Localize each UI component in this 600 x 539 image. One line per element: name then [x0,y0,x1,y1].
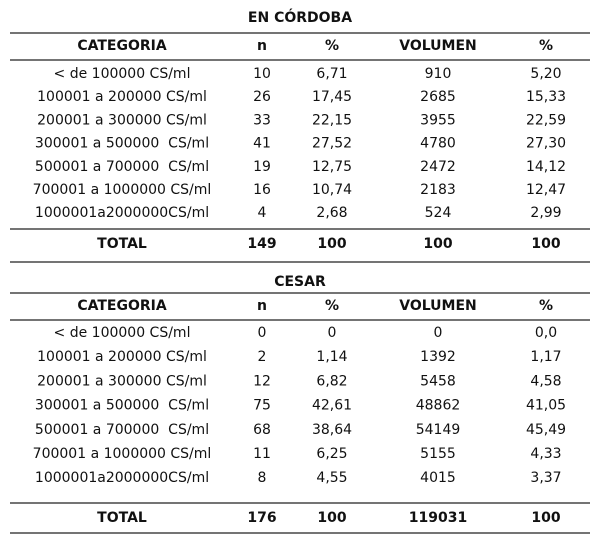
cell: 0 [434,325,443,341]
cell: < de 100000 CS/ml [54,66,191,82]
cell: 2472 [420,159,456,175]
cell: 6,25 [316,446,347,462]
section-title: EN CÓRDOBA [248,8,352,26]
cell: 100001 a 200000 CS/ml [37,349,207,365]
cell: 15,33 [526,89,566,105]
total-cell: 100 [317,236,346,252]
cell: 1392 [420,349,456,365]
cell: 500001 a 700000 CS/ml [35,422,209,438]
total-cell: 100 [531,510,560,526]
total-cell: 100 [317,510,346,526]
cell: 14,12 [526,159,566,175]
cell: 5458 [420,373,456,389]
cell: 700001 a 1000000 CS/ml [33,182,212,198]
cell: 33 [253,112,271,128]
cell: 10 [253,66,271,82]
cell: 11 [253,446,271,462]
cell: 27,30 [526,136,566,152]
column-header: % [325,298,339,314]
column-header: VOLUMEN [399,38,477,54]
cell: 54149 [416,422,461,438]
cell: 300001 a 500000 CS/ml [35,398,209,414]
cell: 700001 a 1000000 CS/ml [33,446,212,462]
cell: 10,74 [312,182,352,198]
total-cell: 176 [247,510,276,526]
cell: 12,47 [526,182,566,198]
cell: 1,14 [316,349,347,365]
column-header: n [257,38,267,54]
cell: 910 [425,66,452,82]
cell: 22,15 [312,112,352,128]
cell: 75 [253,398,271,414]
total-cell: 119031 [409,510,467,526]
total-cell: TOTAL [97,236,147,252]
cell: 2685 [420,89,456,105]
total-cell: 100 [531,236,560,252]
cell: 19 [253,159,271,175]
cell: 5155 [420,446,456,462]
cell: 42,61 [312,398,352,414]
cell: 524 [425,205,452,221]
cell: 0 [258,325,267,341]
cell: 5,20 [530,66,561,82]
total-cell: TOTAL [97,510,147,526]
cell: 4,58 [530,373,561,389]
cell: 41,05 [526,398,566,414]
cell: 300001 a 500000 CS/ml [35,136,209,152]
total-cell: 100 [423,236,452,252]
cell: 0,0 [535,325,557,341]
cell: 38,64 [312,422,352,438]
cell: 4,55 [316,470,347,486]
cell: 3,37 [530,470,561,486]
cell: 1000001a2000000CS/ml [35,205,209,221]
column-header: CATEGORIA [77,38,167,54]
cell: 0 [328,325,337,341]
column-header: % [325,38,339,54]
column-header: CATEGORIA [77,298,167,314]
cell: < de 100000 CS/ml [54,325,191,341]
cell: 26 [253,89,271,105]
cell: 12 [253,373,271,389]
cell: 8 [258,470,267,486]
cell: 48862 [416,398,461,414]
cell: 17,45 [312,89,352,105]
column-header: VOLUMEN [399,298,477,314]
column-header: n [257,298,267,314]
cell: 4780 [420,136,456,152]
column-header: % [539,298,553,314]
cell: 1,17 [530,349,561,365]
cell: 3955 [420,112,456,128]
cell: 6,71 [316,66,347,82]
column-header: % [539,38,553,54]
cell: 4 [258,205,267,221]
cell: 200001 a 300000 CS/ml [37,112,207,128]
cell: 2 [258,349,267,365]
section-title: CESAR [274,274,326,290]
cell: 2,68 [316,205,347,221]
cell: 27,52 [312,136,352,152]
cell: 4,33 [530,446,561,462]
cell: 100001 a 200000 CS/ml [37,89,207,105]
cell: 4015 [420,470,456,486]
cell: 68 [253,422,271,438]
cell: 200001 a 300000 CS/ml [37,373,207,389]
cell: 22,59 [526,112,566,128]
cell: 500001 a 700000 CS/ml [35,159,209,175]
cell: 41 [253,136,271,152]
cell: 2183 [420,182,456,198]
cell: 6,82 [316,373,347,389]
cell: 45,49 [526,422,566,438]
cell: 1000001a2000000CS/ml [35,470,209,486]
cell: 16 [253,182,271,198]
cell: 2,99 [530,205,561,221]
total-cell: 149 [247,236,276,252]
cell: 12,75 [312,159,352,175]
